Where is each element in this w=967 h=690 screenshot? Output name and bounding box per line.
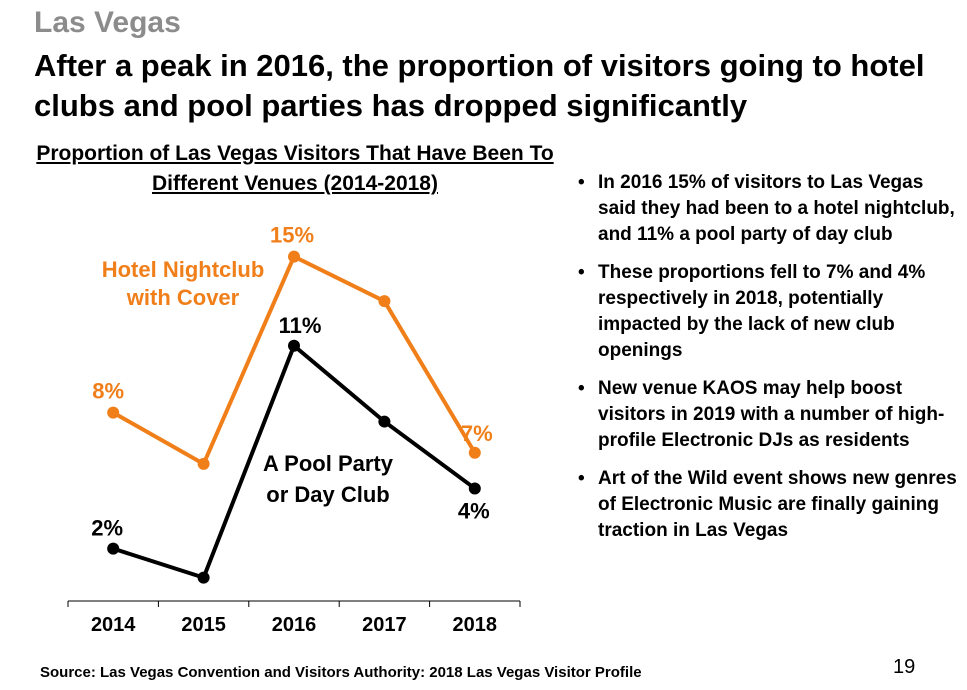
- data-point: [378, 295, 391, 308]
- data-point: [197, 457, 210, 470]
- bullet-item: These proportions fell to 7% and 4% resp…: [578, 260, 958, 364]
- data-label: 4%: [458, 498, 490, 523]
- series-legend-label: A Pool Party or Day Club: [263, 451, 394, 507]
- section-kicker: Las Vegas: [34, 6, 181, 39]
- data-point: [378, 415, 391, 428]
- x-tick-label: 2015: [181, 614, 226, 636]
- x-tick-label: 2014: [91, 614, 136, 636]
- data-point: [288, 339, 300, 352]
- bullet-list: In 2016 15% of visitors to Las Vegas sai…: [578, 170, 958, 556]
- data-point: [197, 571, 210, 584]
- x-tick-label: 2016: [272, 614, 317, 636]
- page-number: 19: [893, 656, 916, 678]
- data-point: [107, 406, 120, 419]
- data-label: 7%: [461, 421, 493, 446]
- x-tick-label: 2018: [453, 614, 498, 636]
- chart-title: Proportion of Las Vegas Visitors That Ha…: [36, 142, 554, 195]
- bullet-item: Art of the Wild event shows new genres o…: [578, 466, 958, 544]
- data-point: [288, 250, 300, 263]
- bullet-item: New venue KAOS may help boost visitors i…: [578, 376, 958, 454]
- data-label: 11%: [279, 313, 322, 338]
- data-label: 2%: [91, 516, 123, 541]
- data-point: [107, 542, 120, 555]
- bullet-item: In 2016 15% of visitors to Las Vegas sai…: [578, 170, 958, 248]
- data-point: [468, 446, 481, 459]
- data-point: [468, 482, 481, 495]
- x-tick-label: 2017: [362, 614, 407, 636]
- data-label: 8%: [92, 379, 124, 404]
- source-note: Source: Las Vegas Convention and Visitor…: [40, 664, 642, 681]
- series-legend-label: Hotel Nightclub with Cover: [102, 257, 265, 310]
- data-label: 15%: [270, 223, 314, 248]
- slide-headline: After a peak in 2016, the proportion of …: [34, 48, 925, 123]
